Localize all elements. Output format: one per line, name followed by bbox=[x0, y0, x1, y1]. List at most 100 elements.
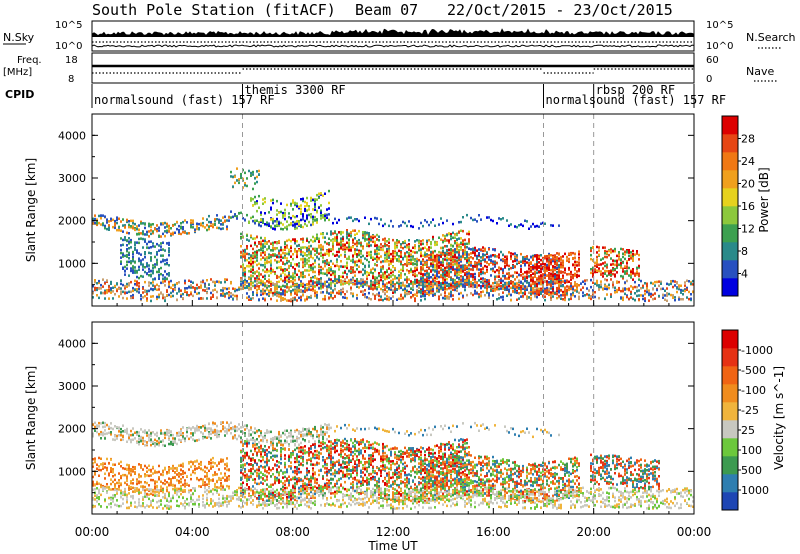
range-cell bbox=[446, 259, 448, 262]
range-cell bbox=[120, 282, 122, 286]
range-cell bbox=[282, 269, 284, 272]
range-cell bbox=[468, 264, 470, 267]
range-cell bbox=[604, 252, 606, 255]
range-cell bbox=[592, 272, 594, 276]
range-cell bbox=[456, 285, 458, 288]
range-cell bbox=[458, 270, 460, 274]
range-cell bbox=[448, 257, 450, 261]
range-cell bbox=[132, 258, 134, 261]
range-cell bbox=[232, 297, 234, 300]
range-cell bbox=[278, 260, 280, 263]
range-cell bbox=[376, 244, 378, 247]
range-cell bbox=[482, 255, 484, 258]
range-cell bbox=[176, 227, 178, 231]
range-cell bbox=[444, 239, 446, 243]
range-cell bbox=[432, 283, 434, 287]
range-cell bbox=[348, 282, 350, 286]
range-cell bbox=[340, 253, 342, 257]
range-cell bbox=[298, 206, 300, 210]
range-cell bbox=[502, 298, 504, 301]
range-cell bbox=[274, 254, 276, 257]
range-cell bbox=[428, 281, 430, 284]
range-cell bbox=[114, 293, 116, 296]
range-cell bbox=[146, 299, 148, 302]
range-cell bbox=[454, 248, 456, 251]
range-cell bbox=[418, 271, 420, 275]
range-cell bbox=[324, 218, 326, 222]
range-cell bbox=[524, 257, 526, 261]
range-cell bbox=[254, 255, 256, 258]
range-cell bbox=[322, 253, 324, 257]
range-cell bbox=[434, 240, 436, 244]
range-cell bbox=[464, 244, 466, 248]
range-cell bbox=[592, 269, 594, 272]
range-cell bbox=[552, 286, 554, 289]
range-cell bbox=[270, 199, 272, 202]
range-cell bbox=[390, 288, 392, 291]
range-cell bbox=[414, 244, 416, 247]
range-cell bbox=[292, 214, 294, 218]
range-cell bbox=[338, 243, 340, 246]
nsky-series bbox=[91, 28, 695, 48]
range-cell bbox=[544, 270, 546, 274]
range-cell bbox=[560, 266, 562, 269]
range-cell bbox=[358, 242, 360, 245]
range-cell bbox=[420, 254, 422, 258]
range-cell bbox=[618, 251, 620, 254]
range-cell bbox=[128, 274, 130, 277]
range-cell bbox=[414, 274, 416, 278]
range-cell bbox=[350, 231, 352, 234]
range-cell bbox=[268, 269, 270, 273]
range-cell bbox=[248, 252, 250, 256]
range-cell bbox=[348, 243, 350, 246]
range-cell bbox=[500, 284, 502, 288]
range-cell bbox=[192, 222, 194, 226]
range-cell bbox=[272, 253, 274, 257]
range-cell bbox=[486, 251, 488, 254]
range-cell bbox=[558, 280, 560, 284]
range-cell bbox=[304, 260, 306, 263]
range-cell bbox=[522, 261, 524, 264]
range-cell bbox=[264, 200, 266, 204]
range-cell bbox=[310, 223, 312, 227]
range-cell bbox=[506, 262, 508, 265]
range-cell bbox=[288, 266, 290, 270]
range-cell bbox=[462, 277, 464, 281]
range-cell bbox=[592, 275, 594, 278]
range-cell bbox=[474, 251, 476, 255]
range-cell bbox=[144, 270, 146, 274]
range-cell bbox=[296, 291, 298, 294]
range-cell bbox=[508, 271, 510, 275]
range-cell bbox=[632, 271, 634, 274]
range-cell bbox=[132, 222, 134, 225]
range-cell bbox=[258, 287, 260, 290]
range-cell bbox=[458, 243, 460, 246]
range-cell bbox=[466, 272, 468, 276]
range-cell bbox=[326, 291, 328, 294]
range-cell bbox=[480, 280, 482, 284]
range-cell bbox=[420, 243, 422, 246]
range-cell bbox=[376, 249, 378, 253]
range-cell bbox=[206, 279, 208, 282]
range-cell bbox=[100, 283, 102, 287]
range-cell bbox=[490, 259, 492, 262]
range-cell bbox=[388, 263, 390, 266]
range-cell bbox=[404, 293, 406, 296]
range-cell bbox=[284, 214, 286, 217]
range-cell bbox=[160, 291, 162, 294]
range-cell bbox=[340, 283, 342, 286]
range-cell bbox=[358, 286, 360, 289]
range-cell bbox=[278, 249, 280, 252]
range-cell bbox=[466, 279, 468, 282]
range-cell bbox=[348, 232, 350, 236]
range-cell bbox=[258, 221, 260, 224]
range-cell bbox=[242, 252, 244, 256]
range-cell bbox=[276, 285, 278, 289]
range-cell bbox=[162, 280, 164, 283]
range-cell bbox=[630, 273, 632, 276]
range-cell bbox=[500, 296, 502, 299]
range-cell bbox=[518, 260, 520, 264]
range-cell bbox=[520, 260, 522, 263]
range-cell bbox=[492, 285, 494, 288]
range-cell bbox=[314, 253, 316, 256]
